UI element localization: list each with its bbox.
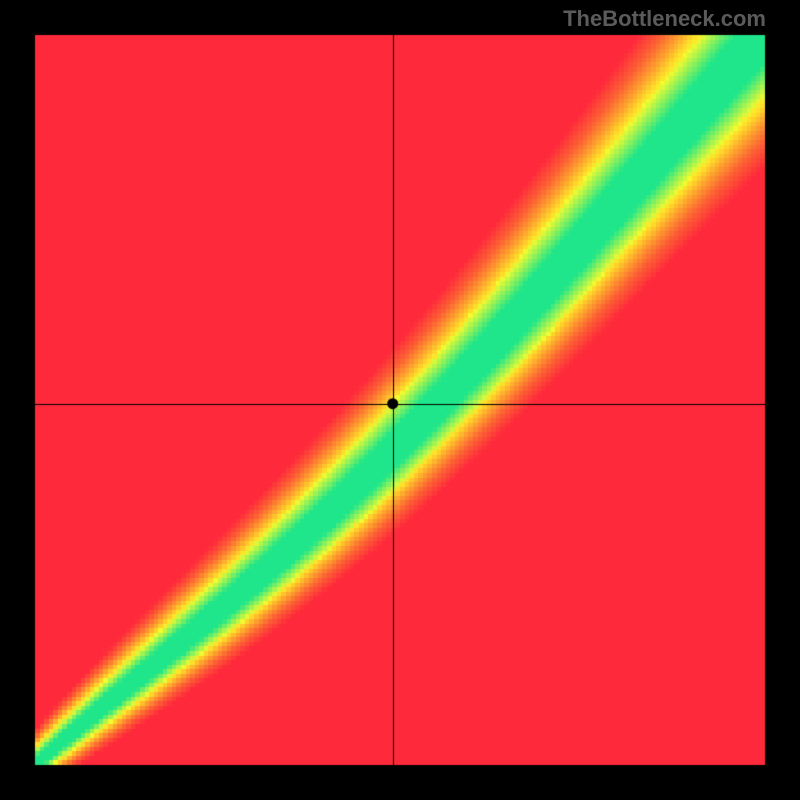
bottleneck-heatmap bbox=[0, 0, 800, 800]
watermark-text: TheBottleneck.com bbox=[563, 6, 766, 32]
chart-container: TheBottleneck.com bbox=[0, 0, 800, 800]
